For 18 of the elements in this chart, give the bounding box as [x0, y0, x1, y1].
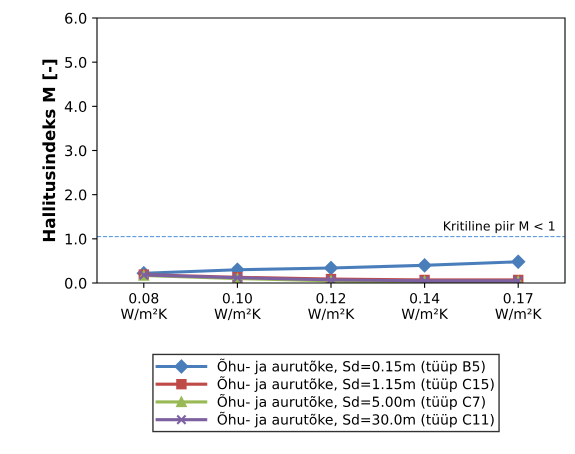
x-tick-label: 0.12 W/m²K [308, 292, 355, 320]
x-tick-label: 0.14 W/m²K [402, 292, 448, 320]
legend-label: Õhu- ja aurutõke, Sd=30.0m (tüüp C11) [218, 412, 494, 428]
y-tick-label: 2.0 [65, 189, 86, 200]
y-tick-label: 4.0 [64, 101, 86, 112]
y-tick-label: 6.0 [65, 12, 86, 24]
y-tick-label: 5.0 [65, 56, 86, 68]
legend-label: Õhu- ja aurutõke, Sd=0.15m (tüüp B5) [218, 358, 485, 374]
ref-line-label: Kritiline piir M < 1 [444, 220, 554, 234]
y-tick-label: 1.0 [66, 234, 86, 245]
x-tick-label: 0.17 W/m²K [495, 292, 542, 320]
y-tick-label: 3.0 [65, 145, 86, 156]
y-tick-label: 0.0 [65, 278, 86, 289]
legend-label: Õhu- ja aurutõke, Sd=5.00m (tüüp C7) [218, 394, 485, 410]
x-tick-label: 0.10 W/m²K [214, 292, 261, 320]
legend-label: Õhu- ja aurutõke, Sd=1.15m (tüüp C15) [218, 376, 494, 392]
x-tick-label: 0.08 W/m²K [120, 292, 168, 320]
y-axis-title: Hallitusindeks M [-] [42, 60, 58, 242]
